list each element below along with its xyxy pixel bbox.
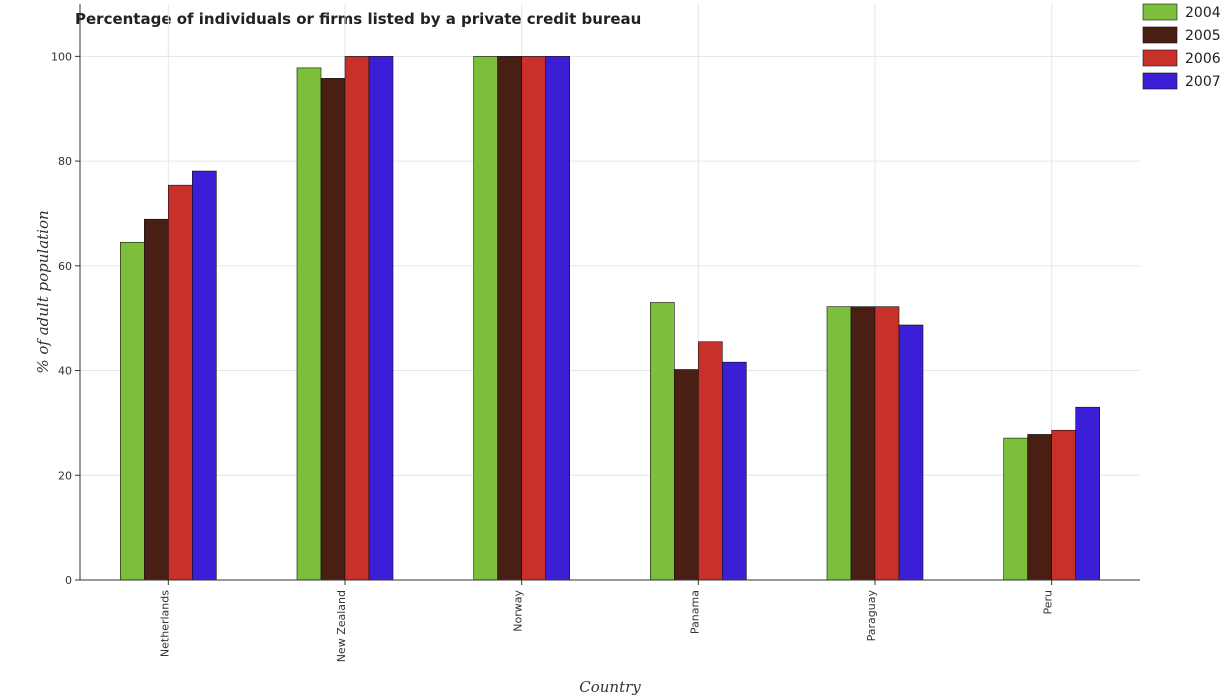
bar-panama-2004 <box>650 302 675 581</box>
bar-netherlands-2004 <box>120 241 145 581</box>
legend-swatch-2007 <box>1142 72 1178 90</box>
x-tick-label: Panama <box>688 590 701 634</box>
y-axis-label: % of adult population <box>34 210 52 373</box>
x-tick-label: Paraguay <box>865 590 878 642</box>
x-tick-label: Peru <box>1042 590 1055 615</box>
y-tick-label: 60 <box>58 260 72 273</box>
bar-norway-2004 <box>473 56 498 581</box>
y-ticks: 0 20 40 60 80 100 <box>51 50 80 587</box>
bar-new-zealand-2005 <box>320 78 346 581</box>
x-tick-label: Netherlands <box>158 590 171 657</box>
y-tick-label: 80 <box>58 155 72 168</box>
bar-new-zealand-2007 <box>368 56 394 581</box>
bar-peru-2006 <box>1051 429 1076 581</box>
y-tick-label: 100 <box>51 50 72 63</box>
legend-swatch-2004 <box>1142 3 1178 21</box>
x-tick-label: Norway <box>512 590 525 632</box>
bar-norway-2007 <box>545 56 570 581</box>
legend-swatch-2006 <box>1142 49 1178 67</box>
y-tick-label: 20 <box>58 469 72 482</box>
grid <box>80 4 1140 581</box>
bar-paraguay-2006 <box>874 306 900 581</box>
bar-panama-2007 <box>722 361 747 581</box>
bar-paraguay-2005 <box>850 306 876 581</box>
bar-new-zealand-2004 <box>296 67 322 581</box>
bar-panama-2005 <box>674 369 699 581</box>
bar-peru-2007 <box>1075 406 1100 581</box>
bar-netherlands-2006 <box>168 184 193 581</box>
legend-label-2004: 2004 <box>1185 5 1221 21</box>
x-tick-label: New Zealand <box>335 590 348 662</box>
bar-peru-2004 <box>1003 437 1028 581</box>
legend-label-2007: 2007 <box>1185 74 1221 90</box>
bar-norway-2005 <box>497 56 522 581</box>
y-tick-label: 0 <box>65 574 72 587</box>
bars <box>120 56 1100 581</box>
bar-peru-2005 <box>1027 434 1052 581</box>
x-ticks: Netherlands New Zealand Norway Panama Paragu… <box>158 580 1055 662</box>
bar-panama-2006 <box>698 341 723 581</box>
legend-label-2005: 2005 <box>1185 28 1221 44</box>
legend: 2004 2005 2006 2007 <box>1142 3 1221 90</box>
legend-swatch-2005 <box>1142 26 1178 44</box>
bar-new-zealand-2006 <box>344 56 370 581</box>
chart-title: Percentage of individuals or firms liste… <box>75 10 641 28</box>
y-tick-label: 40 <box>58 365 72 378</box>
legend-label-2006: 2006 <box>1185 51 1221 67</box>
bar-paraguay-2004 <box>826 306 852 581</box>
bar-norway-2006 <box>521 56 546 581</box>
x-axis-label: Country <box>579 678 641 696</box>
axes <box>79 4 1140 581</box>
bar-netherlands-2007 <box>192 170 217 581</box>
bar-netherlands-2005 <box>144 218 169 581</box>
bar-paraguay-2007 <box>898 324 924 581</box>
